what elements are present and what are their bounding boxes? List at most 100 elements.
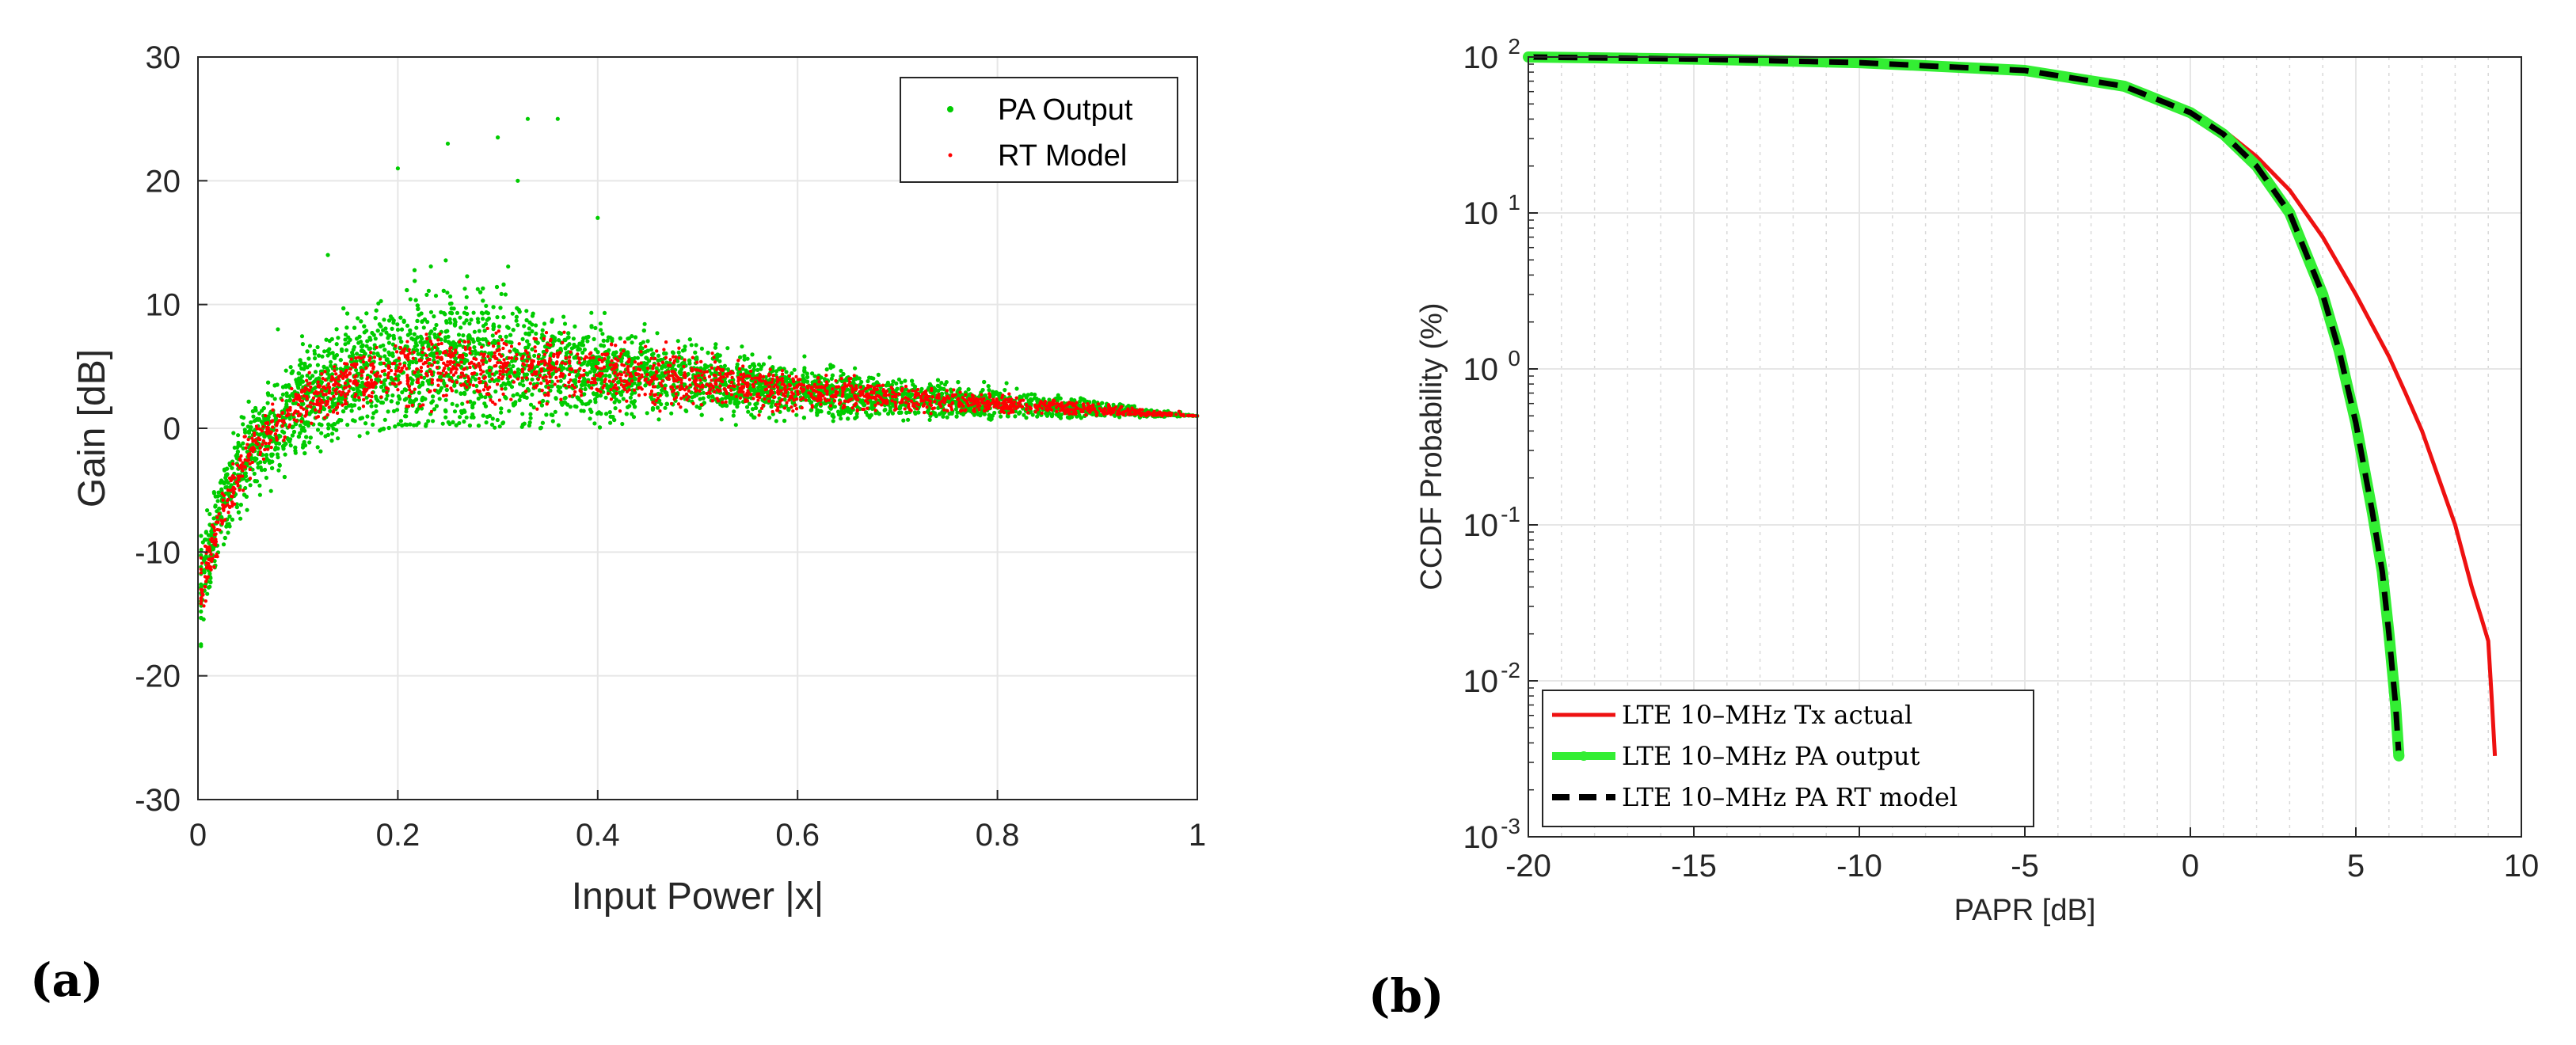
scatter-point: [633, 355, 637, 360]
scatter-point: [217, 506, 222, 511]
scatter-point: [199, 609, 204, 614]
scatter-point: [307, 363, 312, 368]
scatter-point: [341, 408, 345, 414]
scatter-point: [280, 385, 286, 390]
scatter-point: [475, 317, 481, 321]
scatter-point: [432, 407, 437, 412]
scatter-point: [477, 329, 481, 333]
scatter-point: [540, 420, 546, 425]
scatter-point: [377, 322, 382, 327]
scatter-point: [476, 396, 481, 401]
scatter-point: [521, 383, 526, 388]
scatter-point: [344, 405, 348, 410]
scatter-point: [485, 414, 490, 420]
scatter-point: [339, 347, 344, 352]
scatter-point: [264, 475, 268, 481]
scatter-point: [336, 336, 341, 340]
scatter-point: [249, 425, 253, 430]
scatter-point: [443, 397, 448, 402]
scatter-point: [853, 366, 858, 370]
scatter-point: [593, 325, 598, 330]
scatter-point: [866, 378, 870, 384]
scatter-point: [385, 393, 390, 398]
scatter-point: [442, 310, 447, 316]
scatter-point: [444, 387, 449, 393]
scatter-point: [1024, 416, 1029, 420]
scatter-point: [302, 439, 306, 445]
scatter-point: [535, 340, 540, 345]
scatter-point: [482, 329, 487, 333]
scatter-point: [706, 394, 711, 399]
scatter-point: [1014, 386, 1019, 391]
scatter-point: [481, 413, 485, 418]
scatter-point: [375, 329, 380, 333]
scatter-point: [338, 358, 343, 363]
scatter-point: [417, 390, 422, 395]
scatter-point: [596, 410, 602, 415]
scatter-point: [245, 507, 249, 512]
scatter-point: [367, 336, 372, 340]
scatter-point: [414, 423, 419, 428]
scatter-point: [853, 416, 858, 421]
scatter-point: [987, 414, 992, 419]
scatter-point: [527, 326, 531, 331]
scatter-point: [420, 336, 424, 341]
scatter-point: [241, 441, 245, 446]
scatter-point: [544, 412, 549, 417]
scatter-point: [421, 325, 426, 330]
scatter-point: [945, 415, 949, 420]
scatter-point: [362, 324, 367, 329]
scatter-point: [257, 492, 262, 497]
scatter-point: [253, 417, 258, 423]
scatter-point: [767, 416, 772, 420]
scatter-point: [497, 324, 502, 329]
scatter-point: [365, 400, 370, 405]
scatter-point: [759, 367, 763, 371]
scatter-point: [411, 337, 416, 342]
scatter-point: [602, 310, 607, 315]
scatter-point: [503, 292, 508, 297]
scatter-point: [462, 287, 467, 291]
scatter-point: [345, 423, 350, 428]
scatter-point: [784, 378, 789, 382]
scatter-point: [662, 351, 667, 355]
scatter-point: [495, 315, 500, 320]
scatter-point: [620, 421, 625, 427]
scatter-point: [298, 358, 302, 363]
scatter-point: [371, 422, 375, 428]
scatter-point: [611, 415, 615, 420]
scatter-point: [232, 445, 237, 450]
scatter-point: [426, 419, 431, 424]
scatter-point: [387, 318, 392, 323]
scatter-point: [532, 353, 537, 358]
scatter-point: [558, 347, 563, 352]
scatter-point: [848, 410, 853, 416]
scatter-point: [297, 371, 302, 376]
scatter-point: [802, 369, 807, 374]
scatter-point: [621, 397, 626, 401]
scatter-point: [432, 326, 437, 331]
scatter-point: [447, 317, 452, 321]
scatter-point: [296, 386, 301, 390]
scatter-point: [325, 348, 330, 353]
scatter-point: [824, 367, 829, 372]
scatter-point: [782, 418, 787, 424]
scatter-point: [313, 370, 318, 374]
scatter-point: [504, 334, 508, 339]
scatter-point: [389, 399, 394, 404]
scatter-point: [520, 422, 526, 428]
scatter-point: [510, 311, 515, 316]
scatter-point: [556, 423, 561, 428]
scatter-point: [1050, 412, 1055, 416]
scatter-point: [508, 332, 513, 337]
scatter-point: [589, 324, 594, 329]
scatter-point: [384, 397, 389, 401]
scatter-point: [1013, 414, 1018, 419]
scatter-point: [1035, 399, 1040, 404]
scatter-point: [805, 371, 809, 376]
scatter-point: [877, 412, 881, 416]
scatter-point: [383, 326, 388, 331]
scatter-point: [713, 345, 718, 350]
scatter-point: [550, 419, 555, 424]
scatter-point: [358, 340, 363, 344]
